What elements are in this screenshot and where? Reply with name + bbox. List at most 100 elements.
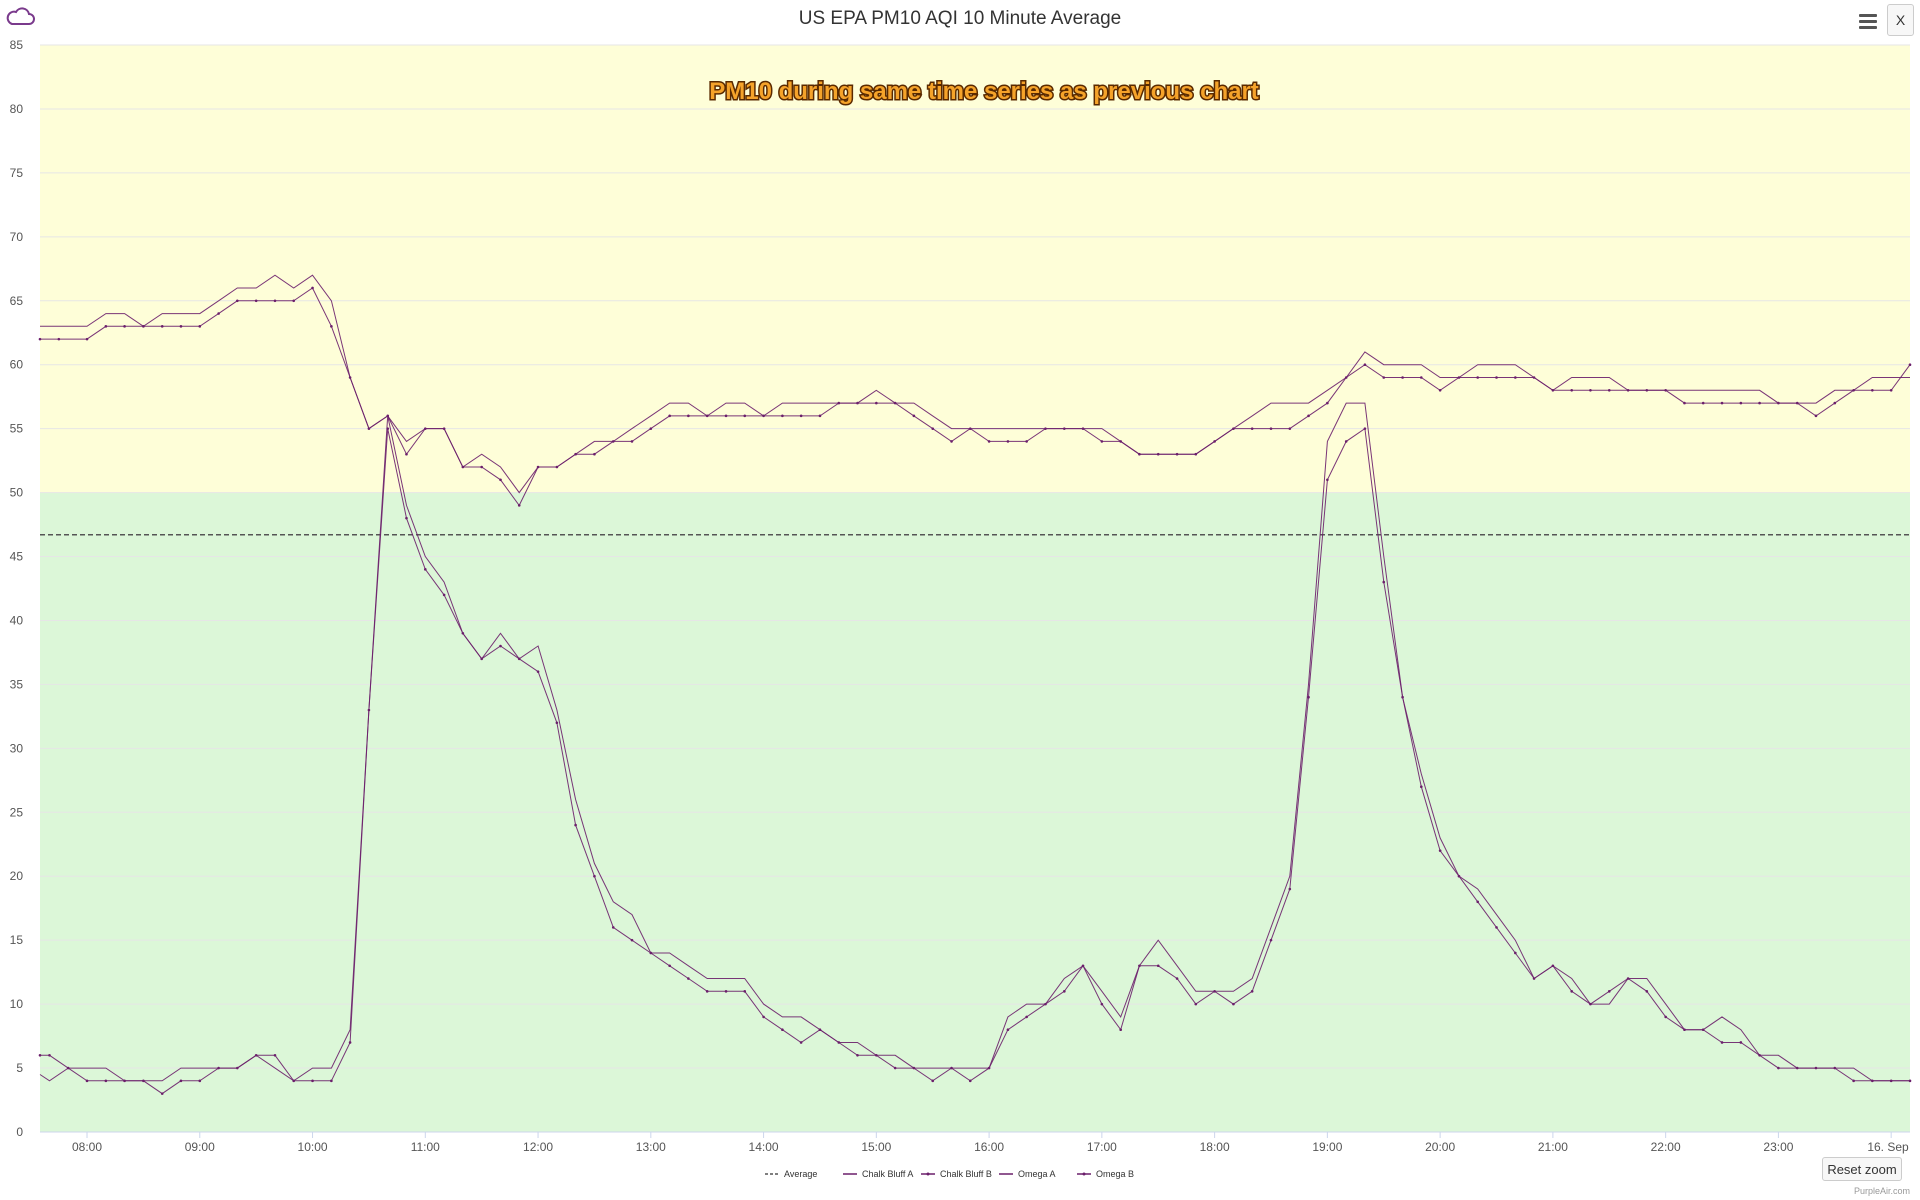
data-point bbox=[405, 516, 408, 520]
data-point bbox=[1344, 440, 1348, 443]
data-point bbox=[574, 823, 577, 827]
data-point bbox=[160, 1092, 164, 1095]
legend-item: Average bbox=[765, 1169, 817, 1179]
data-point bbox=[198, 1079, 202, 1083]
data-point bbox=[875, 1053, 878, 1057]
data-point bbox=[1607, 990, 1611, 993]
data-point bbox=[142, 1079, 145, 1083]
hamburger-menu-icon[interactable] bbox=[1856, 10, 1880, 32]
data-point bbox=[1720, 401, 1724, 405]
data-point bbox=[1100, 440, 1104, 443]
data-point bbox=[1250, 427, 1254, 430]
cloud-icon[interactable] bbox=[4, 4, 36, 28]
data-point bbox=[367, 708, 371, 712]
y-tick-label: 0 bbox=[16, 1125, 23, 1139]
data-point bbox=[668, 964, 671, 968]
data-point bbox=[1250, 990, 1254, 993]
data-point bbox=[1420, 376, 1423, 379]
data-point bbox=[254, 1053, 258, 1057]
y-tick-label: 30 bbox=[10, 741, 24, 755]
data-point bbox=[1626, 977, 1630, 980]
data-point bbox=[593, 874, 596, 878]
data-point bbox=[85, 337, 89, 341]
data-point bbox=[818, 414, 822, 418]
data-point bbox=[931, 1079, 935, 1083]
y-tick-label: 40 bbox=[10, 613, 24, 627]
data-point bbox=[743, 990, 747, 993]
legend-item: Chalk Bluff B bbox=[921, 1169, 992, 1179]
data-point bbox=[160, 325, 164, 328]
data-point bbox=[743, 414, 747, 418]
legend-item: Omega A bbox=[999, 1169, 1056, 1179]
x-tick-label: 08:00 bbox=[72, 1140, 102, 1154]
data-point bbox=[1119, 1028, 1122, 1031]
data-point bbox=[1814, 414, 1818, 418]
data-point bbox=[1232, 1002, 1235, 1006]
data-point bbox=[1457, 874, 1461, 878]
data-point bbox=[405, 452, 408, 456]
data-point bbox=[517, 504, 521, 507]
y-tick-label: 45 bbox=[10, 550, 24, 564]
data-point bbox=[179, 1079, 183, 1083]
data-point bbox=[480, 465, 483, 469]
x-tick-label: 11:00 bbox=[411, 1140, 440, 1154]
y-tick-label: 10 bbox=[10, 997, 24, 1011]
data-point bbox=[1194, 452, 1198, 456]
data-point bbox=[104, 325, 108, 328]
data-point bbox=[66, 1066, 70, 1070]
x-tick-label: 21:00 bbox=[1538, 1140, 1568, 1154]
data-point bbox=[499, 478, 502, 482]
close-button[interactable]: X bbox=[1887, 4, 1914, 36]
data-point bbox=[1570, 990, 1574, 993]
y-tick-label: 35 bbox=[10, 677, 24, 691]
data-point bbox=[818, 1028, 822, 1031]
x-tick-label: 13:00 bbox=[636, 1140, 666, 1154]
data-point bbox=[1156, 452, 1160, 456]
data-point bbox=[1908, 363, 1912, 367]
data-point bbox=[1720, 1041, 1724, 1044]
data-point bbox=[123, 325, 126, 328]
data-point bbox=[236, 1066, 239, 1070]
data-point bbox=[536, 670, 540, 673]
data-point bbox=[781, 1028, 784, 1031]
data-point bbox=[781, 414, 784, 418]
data-point bbox=[1626, 388, 1630, 392]
data-point bbox=[724, 990, 728, 993]
x-tick-label: 15:00 bbox=[861, 1140, 891, 1154]
data-point bbox=[85, 1079, 89, 1083]
data-point bbox=[799, 1041, 803, 1044]
data-point bbox=[1607, 388, 1611, 392]
data-point bbox=[1382, 376, 1386, 379]
legend-marker bbox=[1082, 1172, 1086, 1176]
x-tick-label: 23:00 bbox=[1763, 1140, 1793, 1154]
reset-zoom-button[interactable]: Reset zoom bbox=[1822, 1157, 1902, 1181]
data-point bbox=[893, 1066, 897, 1070]
data-point bbox=[1514, 376, 1517, 379]
data-point bbox=[217, 312, 220, 315]
data-point bbox=[273, 299, 277, 303]
legend-label: Chalk Bluff A bbox=[862, 1169, 913, 1179]
data-point bbox=[1532, 376, 1536, 379]
data-point bbox=[987, 440, 991, 443]
data-point bbox=[367, 427, 371, 430]
data-point bbox=[912, 414, 916, 418]
legend-label: Omega B bbox=[1096, 1169, 1134, 1179]
data-point bbox=[499, 644, 502, 648]
data-point bbox=[1138, 452, 1141, 456]
data-point bbox=[1758, 401, 1761, 405]
data-point bbox=[1288, 887, 1292, 891]
x-tick-label: 16:00 bbox=[974, 1140, 1004, 1154]
data-point bbox=[630, 938, 634, 942]
data-point bbox=[1326, 478, 1329, 482]
data-point bbox=[1326, 401, 1329, 405]
data-point bbox=[705, 990, 709, 993]
x-tick-label: 16. Sep bbox=[1867, 1140, 1909, 1154]
legend-item: Chalk Bluff A bbox=[843, 1169, 913, 1179]
data-point bbox=[1664, 1015, 1667, 1019]
credit-text: PurpleAir.com bbox=[1854, 1186, 1910, 1196]
data-point bbox=[1307, 695, 1310, 699]
data-point bbox=[1589, 388, 1592, 392]
data-point bbox=[1551, 388, 1555, 392]
data-point bbox=[1081, 427, 1085, 430]
